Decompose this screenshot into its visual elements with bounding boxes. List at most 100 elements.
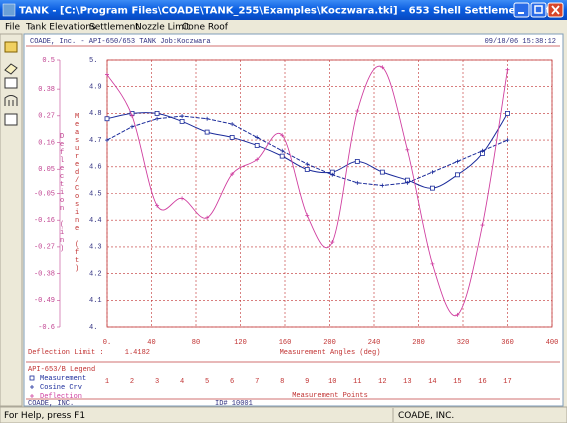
y-tick-label: 4.6 bbox=[89, 164, 102, 172]
point-marker bbox=[255, 157, 260, 162]
x-tick-label: 120 bbox=[234, 339, 247, 347]
point-marker bbox=[304, 167, 310, 172]
point-marker bbox=[505, 138, 510, 143]
y2-tick-label: 0.5 bbox=[42, 57, 55, 65]
legend-symbol bbox=[30, 385, 34, 389]
minimize-button[interactable] bbox=[513, 2, 530, 18]
point-marker bbox=[229, 135, 235, 140]
point-marker bbox=[180, 196, 185, 201]
points-title: Measurement Points bbox=[292, 392, 368, 400]
y-tick-label: 4.8 bbox=[89, 110, 102, 118]
header-left: COADE, Inc. - API-650/653 TANK Job:Koczw… bbox=[30, 38, 211, 46]
x-tick-label: 360 bbox=[501, 339, 514, 347]
app-icon bbox=[2, 3, 16, 17]
y-tick-label: 4.4 bbox=[89, 217, 102, 225]
point-label: 2 bbox=[130, 378, 134, 386]
y2-tick-label: -0.38 bbox=[34, 270, 55, 278]
point-marker bbox=[130, 124, 135, 129]
point-marker bbox=[505, 67, 510, 72]
footer-left: COADE, INC. bbox=[28, 400, 74, 408]
y-tick-label: 4.7 bbox=[89, 137, 102, 145]
legend-symbol bbox=[29, 375, 35, 381]
point-marker bbox=[204, 129, 210, 135]
header-right: 09/18/06 15:38:12 bbox=[485, 38, 556, 46]
deflection-limit-value: 1.4182 bbox=[125, 349, 150, 357]
point-label: 9 bbox=[305, 378, 309, 386]
footer-id: ID# 10001 bbox=[215, 400, 253, 408]
x-tick-label: 400 bbox=[546, 339, 559, 347]
point-marker bbox=[280, 148, 285, 153]
point-marker bbox=[455, 312, 460, 317]
point-label: 15 bbox=[453, 378, 461, 386]
y2-tick-label: 0.05 bbox=[38, 166, 55, 174]
x-tick-label: 320 bbox=[457, 339, 470, 347]
x-tick-label: 40 bbox=[147, 339, 155, 347]
menu-item[interactable]: Tank Elevations bbox=[25, 23, 96, 33]
x-tick-label: 280 bbox=[412, 339, 425, 347]
y2-tick-label: 0.27 bbox=[38, 113, 55, 121]
tool-icon[interactable] bbox=[4, 95, 18, 107]
point-marker bbox=[430, 170, 435, 175]
maximize-glyph bbox=[534, 5, 543, 14]
legend-title: API-653/B Legend bbox=[28, 366, 95, 374]
point-marker bbox=[230, 122, 235, 127]
tool-icon[interactable] bbox=[4, 41, 18, 53]
point-marker bbox=[155, 116, 160, 121]
status-text: For Help, press F1 bbox=[4, 411, 85, 421]
point-marker bbox=[205, 215, 210, 220]
tool-icon[interactable] bbox=[4, 63, 18, 75]
point-marker bbox=[255, 135, 260, 140]
point-marker bbox=[455, 172, 460, 178]
legend-symbol bbox=[30, 394, 34, 398]
point-marker bbox=[254, 143, 260, 148]
menu-item[interactable]: Cone Roof bbox=[182, 23, 229, 33]
deflection-limit-label: Deflection Limit : bbox=[28, 349, 104, 357]
y-tick-label: 4. bbox=[89, 324, 97, 332]
close-glyph bbox=[551, 5, 560, 15]
point-marker bbox=[105, 72, 109, 77]
point-label: 6 bbox=[230, 378, 234, 386]
point-marker bbox=[405, 147, 410, 152]
x-tick-label: 200 bbox=[323, 339, 336, 347]
y-axis-title: Measured/Cosine (ft) bbox=[73, 113, 81, 273]
y2-tick-label: -0.05 bbox=[34, 190, 55, 198]
y-tick-label: 4.9 bbox=[89, 84, 102, 92]
point-marker bbox=[330, 240, 335, 245]
menu-item[interactable]: Settlement bbox=[89, 23, 139, 33]
y2-tick-label: 0.16 bbox=[38, 139, 55, 147]
x-tick-label: 160 bbox=[279, 339, 292, 347]
x-tick-label: 80 bbox=[192, 339, 200, 347]
point-label: 3 bbox=[155, 378, 159, 386]
point-label: 17 bbox=[503, 378, 511, 386]
maximize-button[interactable] bbox=[530, 2, 547, 18]
point-marker bbox=[104, 116, 110, 122]
tool-icon[interactable] bbox=[4, 113, 18, 126]
y2-tick-label: 0.38 bbox=[38, 86, 55, 94]
point-marker bbox=[430, 261, 435, 266]
point-label: 11 bbox=[353, 378, 361, 386]
y2-axis-title: Deflection (in) bbox=[58, 133, 66, 253]
point-marker bbox=[179, 119, 185, 124]
legend-label: Cosine Crv bbox=[40, 384, 82, 392]
point-marker bbox=[279, 153, 285, 159]
point-label: 14 bbox=[428, 378, 436, 386]
point-marker bbox=[280, 133, 285, 138]
y-tick-label: 5. bbox=[89, 57, 97, 65]
point-label: 1 bbox=[105, 378, 109, 386]
point-label: 5 bbox=[205, 378, 209, 386]
menu-bar bbox=[0, 20, 567, 34]
y2-tick-label: -0.16 bbox=[34, 217, 55, 225]
tool-icon[interactable] bbox=[4, 77, 18, 89]
point-marker bbox=[480, 223, 485, 228]
point-marker bbox=[105, 138, 109, 143]
menu-item[interactable]: File bbox=[5, 23, 21, 33]
point-marker bbox=[154, 111, 160, 116]
point-marker bbox=[380, 183, 385, 188]
point-marker bbox=[180, 114, 185, 119]
point-label: 16 bbox=[478, 378, 486, 386]
y2-tick-label: -0.49 bbox=[34, 297, 55, 305]
point-label: 13 bbox=[403, 378, 411, 386]
point-marker bbox=[305, 162, 310, 167]
menu-item[interactable]: Nozzle Limit bbox=[135, 23, 190, 33]
